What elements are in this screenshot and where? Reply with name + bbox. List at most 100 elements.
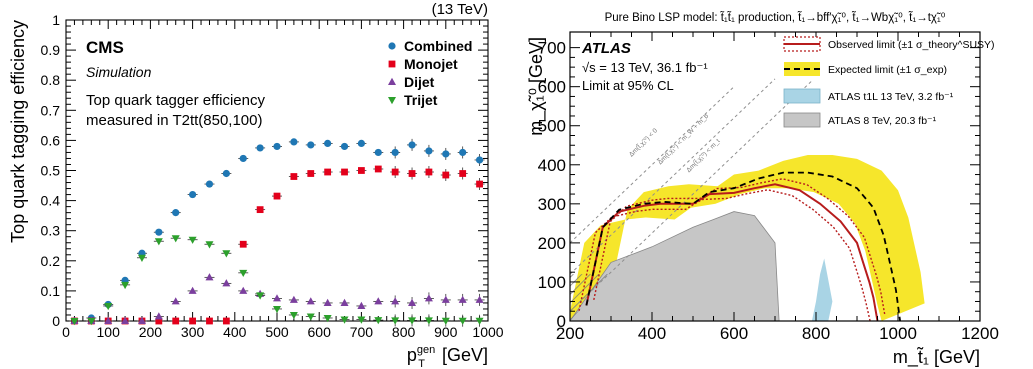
data-point <box>155 317 163 325</box>
y-tick-label: 0 <box>557 312 566 331</box>
x-axis-title: m_t̃₁ [GeV] <box>893 347 980 368</box>
data-point <box>188 236 197 244</box>
data-point <box>205 273 214 281</box>
data-point <box>256 206 264 214</box>
simulation-label: Simulation <box>86 64 152 80</box>
data-point <box>424 317 433 325</box>
data-point <box>459 170 467 177</box>
experiment-label: CMS <box>86 38 124 57</box>
data-point <box>475 295 484 303</box>
y-tick-label: 0.5 <box>41 163 61 179</box>
data-point <box>171 235 180 243</box>
kinematically-forbidden-region <box>570 274 611 321</box>
data-point <box>424 294 433 302</box>
data-point <box>121 281 130 290</box>
atlas-limit-chart: Δm(t̃,χ̃₁⁰) < 0Δm(t̃,χ̃₁⁰) < m_W + m_bΔm… <box>526 11 999 368</box>
legend-label: Expected limit (±1 σ_exp) <box>828 64 947 76</box>
data-point <box>442 150 450 158</box>
data-point <box>155 228 163 236</box>
data-point <box>357 316 366 324</box>
legend-marker <box>388 60 396 68</box>
cms-efficiency-chart: 0 100 200 300 400 500 600 700 800 900 1000 0 0.1 0.2 0… <box>8 1 504 369</box>
x-tick-label: 600 <box>308 324 332 340</box>
data-point <box>289 311 298 320</box>
data-point <box>357 301 366 309</box>
data-point <box>222 169 230 178</box>
x-tick-label: 700 <box>350 324 374 340</box>
y-tick-label: 500 <box>538 117 566 136</box>
data-point <box>408 170 416 177</box>
data-point <box>340 298 349 306</box>
y-axis-title: m_χ̃₁⁰ [GeV] <box>526 37 547 136</box>
data-point <box>391 168 399 176</box>
data-point <box>273 294 281 302</box>
data-point <box>391 317 400 325</box>
data-point <box>273 192 281 200</box>
data-point <box>171 297 180 305</box>
legend-label: ATLAS 8 TeV, 20.3 fb⁻¹ <box>828 115 937 127</box>
legend-label: Combined <box>404 38 472 54</box>
x-tick-label: 800 <box>392 324 416 340</box>
data-point <box>408 317 417 325</box>
data-point <box>137 316 146 324</box>
data-point <box>239 286 248 294</box>
data-point <box>154 238 163 246</box>
kinematic-diagonal-line <box>570 86 735 244</box>
data-point <box>172 209 180 217</box>
atlas-8tev-excluded-region <box>570 211 780 321</box>
y-tick-label: 0.4 <box>41 193 61 209</box>
data-point <box>374 165 382 173</box>
data-point <box>323 298 332 306</box>
data-point <box>205 241 214 249</box>
data-point <box>341 168 348 176</box>
x-tick-label: 0 <box>62 324 70 340</box>
data-point <box>324 139 332 148</box>
x-tick-label: 300 <box>181 324 205 340</box>
series-trijet <box>69 235 485 327</box>
y-axis-title: Top quark tagging efficiency <box>8 20 28 243</box>
data-point <box>222 250 231 258</box>
diagonal-label-3: Δm(t̃,χ̃₁⁰) < m_t <box>685 137 722 174</box>
data-point <box>239 269 248 278</box>
data-point <box>290 173 298 180</box>
data-point <box>358 167 365 174</box>
y-tick-label: 600 <box>538 78 566 97</box>
y-tick-label: 300 <box>538 195 566 214</box>
data-point <box>442 171 450 179</box>
data-point <box>475 317 484 325</box>
data-point <box>441 317 450 325</box>
y-tick-label: 0.9 <box>41 42 61 58</box>
expected-limit-band <box>570 155 925 321</box>
data-point <box>306 297 315 305</box>
x-tick-label: 800 <box>802 324 830 343</box>
data-point <box>323 314 332 323</box>
legend-t1l-swatch <box>783 88 821 104</box>
data-point <box>206 317 213 325</box>
kinematic-diagonal-line <box>570 80 813 312</box>
legend-8tev-swatch <box>783 112 821 128</box>
data-point <box>70 318 79 326</box>
data-point <box>289 295 298 303</box>
data-point <box>408 141 416 149</box>
y-tick-label: 1 <box>52 12 60 28</box>
x-tick-label: 400 <box>223 324 247 340</box>
data-point <box>306 313 315 321</box>
energy-label: √s = 13 TeV, 36.1 fb⁻¹ <box>582 60 708 75</box>
data-point <box>374 297 383 305</box>
cl-label: Limit at 95% CL <box>582 78 674 93</box>
data-point <box>104 316 113 324</box>
y-tick-label: 0.2 <box>41 253 61 269</box>
data-point <box>340 316 349 324</box>
x-tick-label: 200 <box>556 324 584 343</box>
y-tick-label: 700 <box>538 39 566 58</box>
x-tick-label: 100 <box>97 324 121 340</box>
legend-marker <box>388 42 396 50</box>
data-point <box>87 318 96 326</box>
y-tick-label: 200 <box>538 234 566 253</box>
legend-expected-band <box>784 62 820 76</box>
data-point <box>256 292 265 300</box>
legend-label: Dijet <box>404 74 435 90</box>
x-tick-label: 600 <box>720 324 748 343</box>
kinematic-diagonal-line <box>570 78 776 275</box>
